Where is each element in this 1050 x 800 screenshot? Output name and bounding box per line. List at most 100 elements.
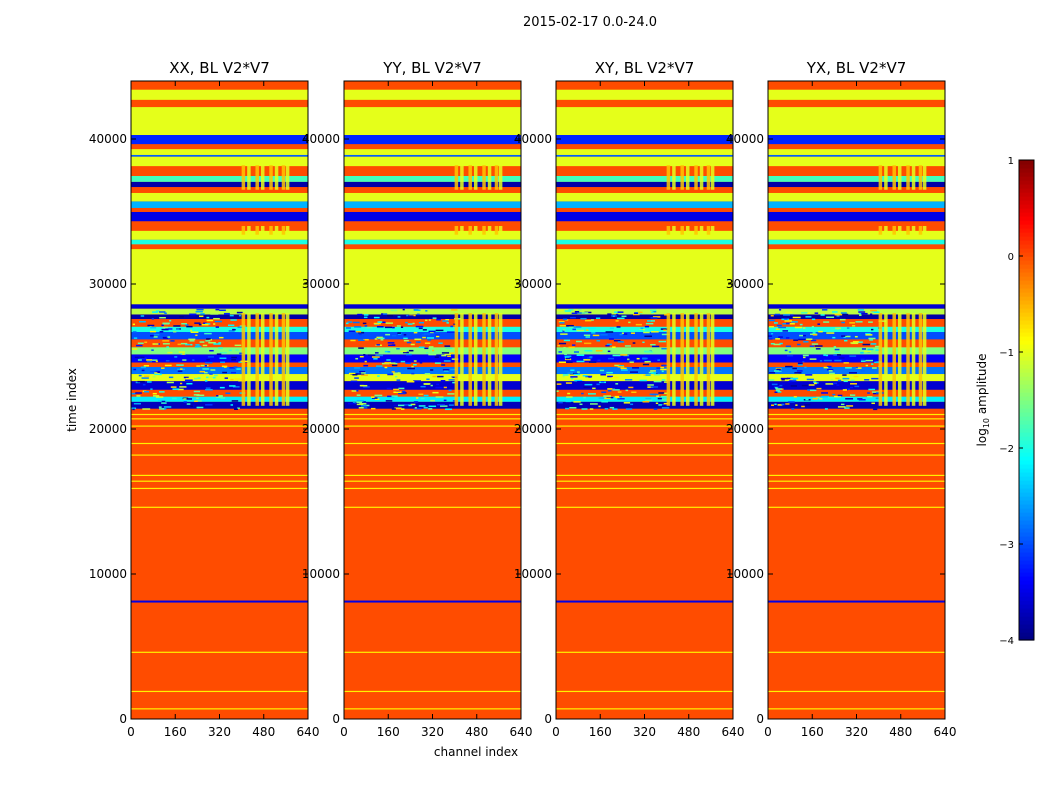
heatmap-cell — [825, 383, 834, 385]
heatmap-cell — [776, 368, 781, 371]
heatmap-cell — [352, 321, 360, 324]
heatmap-cell — [162, 326, 168, 329]
heatmap-cell — [892, 165, 896, 190]
heatmap-band — [344, 319, 521, 327]
heatmap-cell — [422, 329, 427, 331]
y-tick-label: 10000 — [514, 567, 552, 581]
heatmap-cell — [408, 404, 413, 407]
heatmap-cell — [592, 334, 600, 337]
heatmap-cell — [143, 358, 146, 360]
heatmap-cell — [231, 400, 239, 402]
heatmap-cell — [666, 165, 671, 190]
heatmap-cell — [152, 343, 159, 345]
heatmap-band — [344, 249, 521, 299]
heatmap-cell — [164, 364, 172, 367]
heatmap-cell — [200, 313, 205, 315]
colorbar-segment — [1019, 320, 1034, 325]
heatmap-line — [768, 413, 945, 416]
heatmap-cell — [852, 325, 856, 327]
heatmap-cell — [565, 400, 571, 403]
heatmap-line — [556, 506, 733, 508]
colorbar-segment — [1019, 192, 1034, 197]
heatmap-cell — [393, 388, 400, 391]
heatmap-band — [344, 362, 521, 367]
heatmap-cell — [241, 226, 246, 235]
heatmap-cell — [355, 357, 359, 360]
heatmap-band — [556, 149, 733, 155]
heatmap-cell — [400, 350, 407, 353]
heatmap-cell — [141, 369, 145, 372]
heatmap-band — [344, 144, 521, 151]
heatmap-cell — [158, 400, 163, 402]
colorbar-segment — [1019, 576, 1034, 581]
heatmap-band — [768, 347, 945, 355]
heatmap-cell — [873, 408, 878, 411]
colorbar-segment — [1019, 620, 1034, 625]
heatmap-cell — [798, 338, 806, 341]
heatmap-cell — [573, 373, 581, 376]
heatmap-cell — [194, 322, 201, 324]
heatmap-cell — [575, 340, 582, 343]
heatmap-cell — [413, 401, 419, 403]
heatmap-cell — [167, 336, 171, 338]
heatmap-cell — [233, 366, 238, 368]
heatmap-cell — [832, 382, 838, 385]
heatmap-cell — [558, 342, 567, 345]
heatmap-cell — [136, 344, 143, 347]
heatmap-cell — [144, 375, 150, 378]
heatmap-cell — [574, 310, 580, 313]
heatmap-cell — [808, 384, 815, 386]
colorbar-segment — [1019, 456, 1034, 461]
heatmap-cell — [223, 312, 230, 315]
heatmap-cell — [236, 311, 243, 314]
colorbar-segment — [1019, 492, 1034, 497]
heatmap-cell — [281, 165, 286, 190]
heatmap-band — [131, 249, 308, 299]
heatmap-cell — [699, 165, 704, 190]
heatmap-cell — [451, 309, 458, 311]
heatmap-cell — [853, 375, 859, 378]
colorbar-segment — [1019, 168, 1034, 173]
heatmap-cell — [348, 372, 356, 375]
heatmap-cell — [394, 375, 398, 378]
heatmap-cell — [131, 392, 136, 395]
heatmap-cell — [238, 361, 245, 363]
heatmap-cell — [768, 379, 775, 381]
colorbar-segment — [1019, 212, 1034, 217]
heatmap-cell — [793, 339, 799, 341]
heatmap-cell — [783, 314, 790, 316]
heatmap-cell — [196, 345, 202, 348]
heatmap-cell — [406, 341, 412, 344]
heatmap-cell — [871, 367, 877, 369]
heatmap-cell — [387, 373, 394, 376]
heatmap-cell — [487, 226, 492, 235]
heatmap-cell — [663, 381, 669, 383]
heatmap-cell — [398, 392, 406, 395]
heatmap-cell — [192, 359, 195, 361]
heatmap-cell — [868, 388, 876, 391]
heatmap-cell — [566, 324, 574, 327]
heatmap-band — [131, 401, 308, 409]
heatmap-line — [768, 651, 945, 653]
heatmap-cell — [619, 333, 623, 336]
heatmap-cell — [843, 336, 846, 338]
heatmap-cell — [858, 311, 866, 313]
heatmap-cell — [581, 408, 588, 410]
colorbar-segment — [1019, 448, 1034, 453]
heatmap-cell — [562, 330, 565, 332]
heatmap-cell — [802, 354, 809, 357]
colorbar-segment — [1019, 440, 1034, 445]
heatmap-cell — [162, 340, 170, 342]
heatmap-cell — [381, 362, 390, 365]
heatmap-cell — [385, 322, 393, 324]
heatmap-cell — [356, 401, 363, 404]
colorbar-segment — [1019, 240, 1034, 245]
colorbar-frame — [1018, 159, 1035, 641]
heatmap-band — [556, 319, 733, 327]
heatmap-band — [344, 201, 521, 208]
colorbar-segment — [1019, 564, 1034, 569]
colorbar-segment — [1019, 372, 1034, 377]
y-tick-label: 30000 — [514, 277, 552, 291]
heatmap-cell — [403, 339, 409, 342]
heatmap-band — [768, 181, 945, 188]
